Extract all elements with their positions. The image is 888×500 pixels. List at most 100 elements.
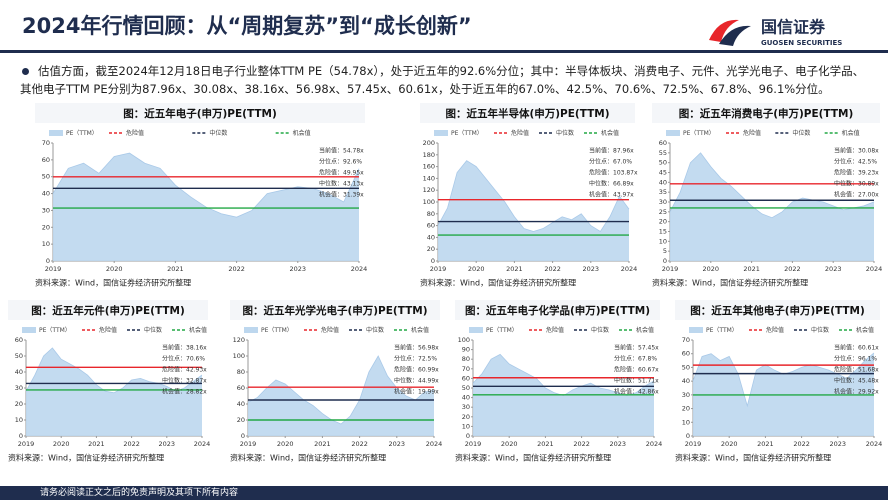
annotation: 中位数：43.13x xyxy=(319,180,364,188)
x-tick-label: 2024 xyxy=(621,265,638,273)
legend-label: 中位数 xyxy=(556,129,574,137)
annotation: 中位数：51.71x xyxy=(614,377,659,385)
logo: 国信证券 GUOSEN SECURITIES xyxy=(709,18,842,47)
y-tick-label: 10 xyxy=(42,240,50,248)
annotation: 分位点：70.6% xyxy=(162,355,205,363)
annotation: 中位数：66.89x xyxy=(589,180,634,188)
annotation: 中位数：32.87x xyxy=(162,377,207,385)
y-tick-label: 30 xyxy=(682,391,690,399)
x-tick-label: 2020 xyxy=(468,265,485,273)
y-tick-label: 10 xyxy=(659,237,667,245)
y-tick-label: 50 xyxy=(42,173,50,181)
x-tick-label: 2019 xyxy=(18,440,35,448)
y-tick-label: 40 xyxy=(682,377,690,385)
legend-swatch xyxy=(666,130,680,136)
legend-label: 中位数 xyxy=(209,129,227,137)
chart-title-bg xyxy=(8,300,208,320)
legend-label: 机会值 xyxy=(601,129,619,137)
legend-label: PE（TTM） xyxy=(486,327,518,334)
y-tick-label: 80 xyxy=(427,210,435,218)
y-tick-label: 160 xyxy=(423,163,435,171)
annotation: 当前值：57.45x xyxy=(614,344,659,352)
legend-swatch xyxy=(22,327,36,333)
y-tick-label: 60 xyxy=(237,384,245,392)
y-tick-label: 30 xyxy=(42,206,50,214)
annotation: 危险值：49.95x xyxy=(319,169,364,177)
chart-title-bg xyxy=(652,103,880,123)
legend-label: 中位数 xyxy=(591,326,609,334)
y-tick-label: 100 xyxy=(233,352,245,360)
x-tick-label: 2024 xyxy=(194,440,211,448)
annotation: 危险值：103.87x xyxy=(589,169,638,177)
y-tick-label: 40 xyxy=(427,233,435,241)
annotation: 机会值：19.99x xyxy=(394,388,439,396)
x-tick-label: 2022 xyxy=(793,440,810,448)
y-tick-label: 0 xyxy=(663,257,667,265)
legend-label: PE（TTM） xyxy=(451,130,483,137)
source: 资料来源：Wind，国信证券经济研究所整理 xyxy=(420,278,576,288)
charts: 图：近五年电子(申万)PE(TTM)PE（TTM） 危险值 中位数 机会值010203… xyxy=(8,103,882,463)
bullet-dot xyxy=(22,68,29,75)
source: 资料来源：Wind，国信证券经济研究所整理 xyxy=(675,453,831,463)
y-tick-label: 60 xyxy=(427,222,435,230)
y-tick-label: 35 xyxy=(659,188,667,196)
x-tick-label: 2019 xyxy=(45,265,62,273)
y-tick-label: 20 xyxy=(682,405,690,413)
annotation: 机会值：31.39x xyxy=(319,191,364,199)
x-tick-label: 2022 xyxy=(784,265,801,273)
legend-label: 危险值 xyxy=(126,129,144,137)
legend-swatch xyxy=(434,130,448,136)
source: 资料来源：Wind，国信证券经济研究所整理 xyxy=(35,278,191,288)
legend-label: 中位数 xyxy=(811,326,829,334)
chart-title: 图：近五年元件(申万)PE(TTM) xyxy=(31,304,185,317)
x-tick-label: 2019 xyxy=(465,440,482,448)
legend-label: 机会值 xyxy=(411,326,429,334)
y-tick-label: 20 xyxy=(462,413,470,421)
y-tick-label: 45 xyxy=(659,169,667,177)
x-tick-label: 2022 xyxy=(573,440,590,448)
annotation: 当前值：60.61x xyxy=(834,344,879,352)
legend-label: 机会值 xyxy=(636,326,654,334)
y-tick-label: 70 xyxy=(462,365,470,373)
area-line xyxy=(437,160,630,233)
x-tick-label: 2020 xyxy=(53,440,70,448)
source: 资料来源：Wind，国信证券经济研究所整理 xyxy=(455,453,611,463)
y-tick-label: 60 xyxy=(15,336,23,344)
annotation: 危险值：42.93x xyxy=(162,366,207,374)
y-tick-label: 20 xyxy=(659,218,667,226)
header-rule xyxy=(0,50,888,53)
x-tick-label: 2023 xyxy=(290,265,307,273)
y-tick-label: 120 xyxy=(423,186,435,194)
annotation: 中位数：45.48x xyxy=(834,377,879,385)
x-tick-label: 2019 xyxy=(662,265,679,273)
source: 资料来源：Wind，国信证券经济研究所整理 xyxy=(652,278,808,288)
x-tick-label: 2021 xyxy=(167,265,184,273)
page-title: 2024年行情回顾：从“周期复苏”到“成长创新” xyxy=(22,14,472,38)
legend-label: 机会值 xyxy=(189,326,207,334)
legend-label: PE（TTM） xyxy=(683,130,715,137)
y-tick-label: 20 xyxy=(42,223,50,231)
y-tick-label: 30 xyxy=(15,384,23,392)
y-tick-label: 20 xyxy=(237,416,245,424)
y-tick-label: 200 xyxy=(423,139,435,147)
y-tick-label: 50 xyxy=(659,159,667,167)
area-fill xyxy=(438,160,629,261)
chart-title: 图：近五年电子(申万)PE(TTM) xyxy=(123,107,277,120)
annotation: 当前值：54.78x xyxy=(319,147,364,155)
annotation: 分位点：67.0% xyxy=(589,158,632,166)
legend-label: 机会值 xyxy=(842,129,860,137)
chart-title: 图：近五年电子化学品(申万)PE(TTM) xyxy=(465,304,650,317)
chart-title: 图：近五年半导体(申万)PE(TTM) xyxy=(445,107,609,120)
x-tick-label: 2022 xyxy=(123,440,140,448)
annotation: 中位数：44.99x xyxy=(394,377,439,385)
legend-label: 中位数 xyxy=(792,129,810,137)
x-tick-label: 2023 xyxy=(583,265,600,273)
x-tick-label: 2024 xyxy=(351,265,368,273)
chart-title-bg xyxy=(455,300,660,320)
y-tick-label: 60 xyxy=(682,350,690,358)
y-tick-label: 0 xyxy=(466,432,470,440)
x-tick-label: 2019 xyxy=(685,440,702,448)
x-tick-label: 2024 xyxy=(426,440,443,448)
legend-label: PE（TTM） xyxy=(261,327,293,334)
x-tick-label: 2024 xyxy=(646,440,663,448)
